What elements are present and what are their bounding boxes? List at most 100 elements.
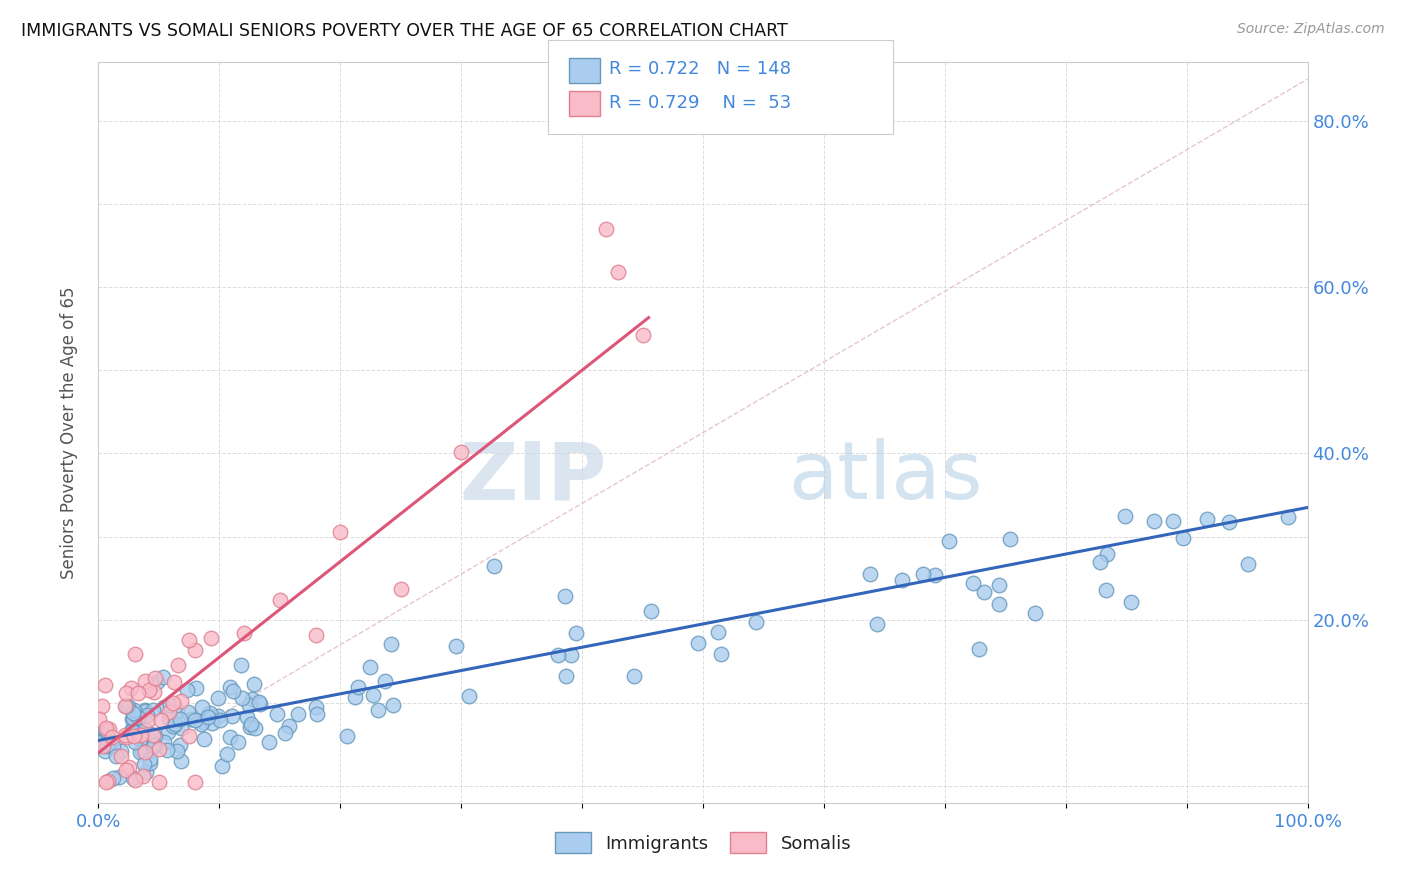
Point [274, 726, 297, 740]
Point [134, 723, 156, 737]
Point [259, 735, 281, 749]
Y-axis label: Seniors Poverty Over the Age of 65: Seniors Poverty Over the Age of 65 [59, 286, 77, 579]
Point [347, 680, 370, 694]
Point [207, 709, 229, 723]
Point [142, 728, 165, 742]
Point [374, 674, 396, 689]
Point [131, 744, 153, 758]
Point [166, 704, 188, 718]
Point [184, 681, 207, 696]
Point [177, 705, 200, 719]
Point [389, 582, 412, 597]
Point [962, 576, 984, 591]
Point [359, 660, 381, 674]
Point [145, 675, 167, 690]
Point [305, 628, 328, 642]
Point [163, 675, 186, 690]
Point [134, 673, 156, 688]
Point [201, 715, 224, 730]
Point [122, 771, 145, 785]
Point [94, 678, 117, 692]
Point [120, 681, 142, 696]
Point [121, 712, 143, 726]
Point [162, 719, 184, 733]
Point [136, 713, 159, 727]
Point [134, 703, 156, 717]
Text: IMMIGRANTS VS SOMALI SENIORS POVERTY OVER THE AGE OF 65 CORRELATION CHART: IMMIGRANTS VS SOMALI SENIORS POVERTY OVE… [21, 22, 787, 40]
Point [1237, 557, 1260, 571]
Point [91, 699, 114, 714]
Point [96, 739, 118, 753]
Point [305, 699, 328, 714]
Point [184, 775, 207, 789]
Point [444, 639, 467, 653]
Point [243, 677, 266, 691]
Point [122, 711, 145, 725]
Point [115, 730, 138, 744]
Point [138, 683, 160, 698]
Point [197, 707, 219, 722]
Point [987, 598, 1010, 612]
Point [336, 729, 359, 743]
Point [560, 648, 582, 663]
Point [129, 732, 152, 747]
Point [859, 567, 882, 582]
Point [107, 770, 129, 784]
Point [143, 729, 166, 743]
Point [1114, 508, 1136, 523]
Point [142, 740, 165, 755]
Point [1171, 532, 1194, 546]
Point [329, 524, 352, 539]
Point [890, 573, 912, 587]
Point [104, 749, 127, 764]
Point [361, 688, 384, 702]
Text: R = 0.729    N =  53: R = 0.729 N = 53 [609, 94, 792, 112]
Point [152, 670, 174, 684]
Point [118, 760, 141, 774]
Point [198, 706, 221, 720]
Point [122, 703, 145, 717]
Point [143, 685, 166, 699]
Point [215, 747, 238, 762]
Point [607, 265, 630, 279]
Point [177, 729, 200, 743]
Point [167, 657, 190, 672]
Point [278, 719, 301, 733]
Point [121, 724, 143, 739]
Point [1218, 515, 1240, 529]
Point [200, 631, 222, 645]
Point [170, 754, 193, 768]
Point [115, 698, 138, 713]
Point [938, 534, 960, 549]
Point [94, 733, 117, 747]
Point [209, 713, 232, 727]
Point [193, 714, 215, 729]
Point [89, 712, 111, 726]
Point [96, 721, 118, 735]
Point [93, 734, 115, 748]
Point [247, 695, 270, 709]
Point [156, 743, 179, 757]
Point [143, 738, 166, 752]
Point [998, 533, 1021, 547]
Point [554, 669, 576, 683]
Point [710, 648, 733, 662]
Point [382, 698, 405, 712]
Point [117, 698, 139, 713]
Point [190, 717, 212, 731]
Point [157, 725, 180, 739]
Point [121, 722, 143, 736]
Point [457, 689, 479, 703]
Point [103, 771, 125, 785]
Point [153, 734, 176, 748]
Point [148, 775, 170, 789]
Point [240, 717, 263, 731]
Point [184, 643, 207, 657]
Point [135, 764, 157, 779]
Point [222, 684, 245, 698]
Text: R = 0.722   N = 148: R = 0.722 N = 148 [609, 60, 790, 78]
Point [169, 713, 191, 727]
Point [134, 745, 156, 759]
Point [967, 641, 990, 656]
Point [94, 744, 117, 758]
